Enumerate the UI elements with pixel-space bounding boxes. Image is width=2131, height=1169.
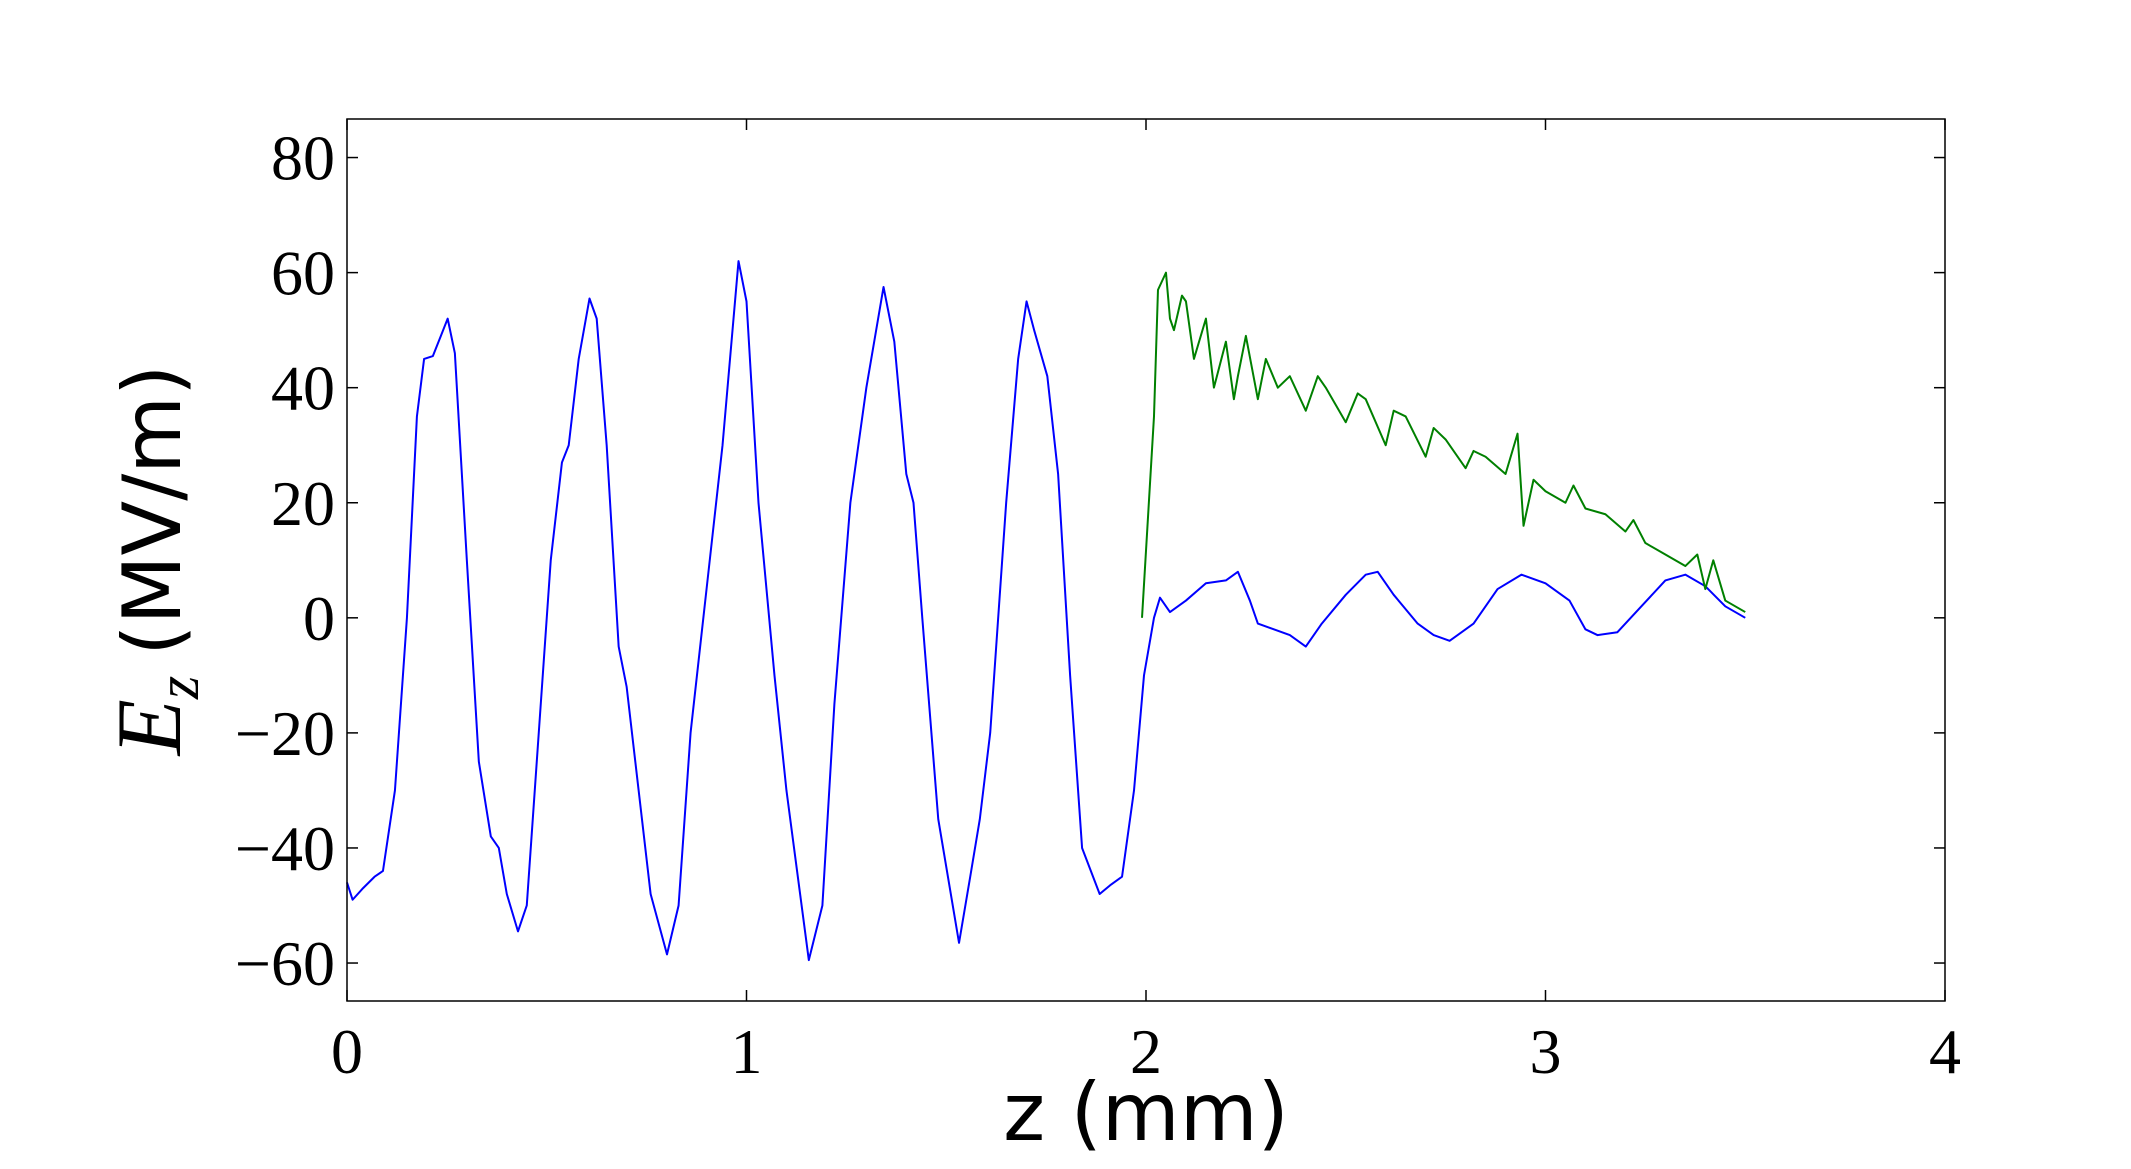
y-label-unit: (MV/m) xyxy=(106,365,199,656)
y-tick-label: 0 xyxy=(303,583,335,654)
x-tick-label: 1 xyxy=(731,1016,763,1087)
y-label-subscript: z xyxy=(145,676,211,700)
line-series xyxy=(1141,271,1746,618)
y-tick-label: 60 xyxy=(271,238,335,309)
x-tick-label: 2 xyxy=(1130,1016,1162,1087)
x-tick-label: 3 xyxy=(1530,1016,1562,1087)
y-tick-label: 40 xyxy=(271,353,335,424)
y-tick-label: 20 xyxy=(271,468,335,539)
y-tick-label: −60 xyxy=(235,928,335,999)
y-tick-label: 80 xyxy=(271,123,335,194)
y-tick-label: −20 xyxy=(235,698,335,769)
x-tick-label: 4 xyxy=(1929,1016,1961,1087)
x-tick-label: 0 xyxy=(331,1016,363,1087)
line-series xyxy=(346,260,1746,962)
x-axis-label: z (mm) xyxy=(1003,1066,1289,1159)
y-axis-label: Ez (MV/m) xyxy=(98,365,211,758)
y-tick-label: −40 xyxy=(235,813,335,884)
y-label-symbol: E xyxy=(98,699,200,757)
